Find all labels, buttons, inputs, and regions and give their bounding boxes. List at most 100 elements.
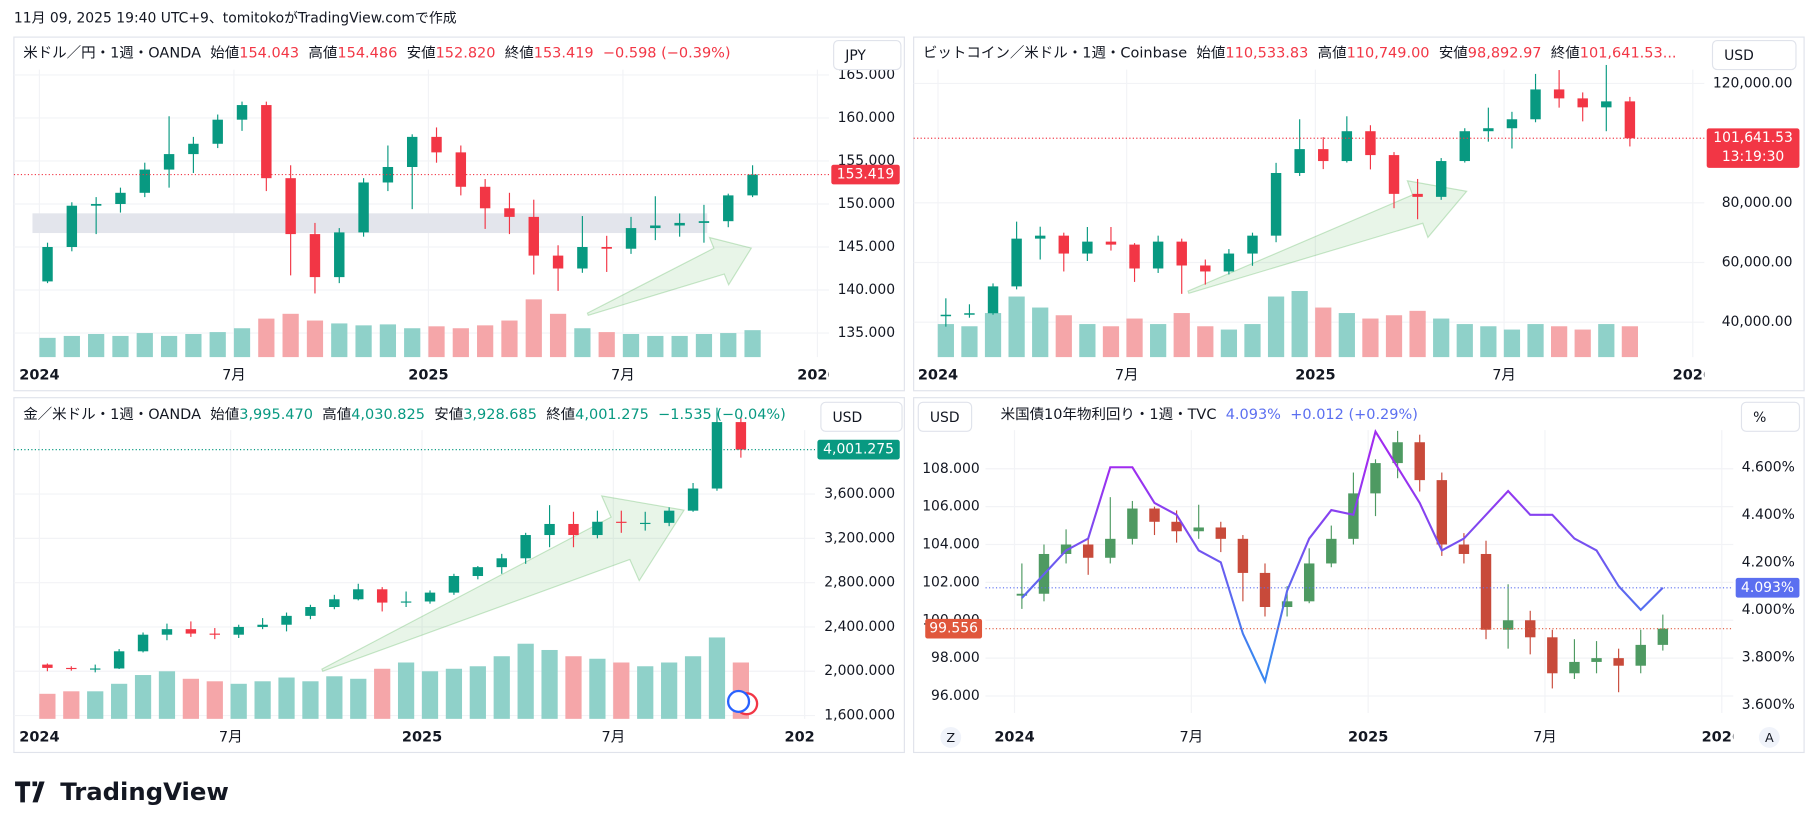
candle-body <box>1506 119 1518 129</box>
candle-body <box>1370 463 1381 494</box>
candle-body <box>233 626 244 635</box>
volume-bar <box>647 335 664 358</box>
candle-body <box>940 314 952 317</box>
flag-icon <box>726 689 751 714</box>
candle-body <box>640 522 651 525</box>
candle-body <box>504 208 515 217</box>
candle-body <box>455 152 467 187</box>
logo-text[interactable]: TradingView <box>60 777 229 806</box>
y2-tick-label: 4.600% <box>1742 459 1795 475</box>
candle-body <box>115 192 126 204</box>
legend-item: 始値 <box>210 44 239 61</box>
y-tick-label: 40,000.00 <box>1722 314 1793 330</box>
candle-body <box>1060 544 1072 554</box>
volume-bar <box>1102 326 1120 358</box>
candle-body <box>1082 241 1093 254</box>
y-tick-label: 60,000.00 <box>1722 255 1793 271</box>
legend-item: 金／米ドル・1週・OANDA <box>23 406 201 423</box>
candle-body <box>616 521 627 523</box>
legend-item: 安値 <box>1439 44 1468 61</box>
candle-body <box>161 629 173 635</box>
legend-item: 米国債10年物利回り・1週・TVC <box>1001 406 1217 423</box>
volume-bar <box>258 318 275 358</box>
currency-button[interactable] <box>1740 401 1801 432</box>
volume-bar <box>134 675 152 719</box>
candle-body <box>698 221 710 223</box>
volume-bar <box>1291 291 1308 358</box>
currency-button-text[interactable]: % <box>1753 410 1766 426</box>
candle-body <box>376 589 388 603</box>
volume-bar <box>355 325 372 358</box>
y-tick-label: 140.000 <box>838 282 896 298</box>
candle-body <box>236 105 248 120</box>
x-tick-label: 2026 <box>1702 729 1742 745</box>
legend-item: 4.093% <box>1226 407 1281 423</box>
volume-bar <box>589 658 606 719</box>
axis-button[interactable] <box>1758 726 1780 748</box>
candle-body <box>723 195 734 222</box>
price-tag <box>1735 577 1800 598</box>
currency-button[interactable] <box>1711 40 1797 71</box>
canvas: 11月 09, 2025 19:40 UTC+9、tomitokoがTradin… <box>13 11 1805 806</box>
volume-bar <box>182 678 199 719</box>
legend-item: +0.012 (+0.29%) <box>1290 407 1418 423</box>
volume-bar <box>637 666 654 719</box>
volume-bar <box>445 668 463 719</box>
volume-bar <box>477 325 494 358</box>
volume-bar <box>452 328 469 358</box>
legend-item: −1.535 (−0.04%) <box>658 407 786 423</box>
y-tick-label: 1,600.000 <box>824 708 895 724</box>
candle-body <box>188 143 199 155</box>
x-tick-label: 7月 <box>611 368 635 384</box>
x-tick-label: 7月 <box>219 729 243 745</box>
candle-body <box>305 607 316 616</box>
legend-item: 4,001.275 <box>575 407 649 423</box>
currency-button-text[interactable]: USD <box>1724 48 1754 64</box>
candle-body <box>592 521 603 536</box>
volume-bar <box>374 668 391 719</box>
volume-bar <box>549 313 567 358</box>
candle-body <box>1591 658 1602 662</box>
y-tick-label: 150.000 <box>838 196 896 212</box>
countdown: 13:19:30 <box>1722 149 1784 165</box>
currency-button[interactable] <box>917 401 973 432</box>
volume-bar <box>428 326 445 358</box>
candle-body <box>1341 131 1353 162</box>
volume-bar <box>708 637 726 719</box>
currency-button[interactable] <box>833 40 902 71</box>
axis-button[interactable] <box>940 726 962 748</box>
legend-item: 3,995.470 <box>239 407 313 423</box>
candle-body <box>1259 572 1271 608</box>
candle-body <box>1388 155 1400 194</box>
candle-body <box>1034 235 1046 239</box>
currency-button-text[interactable]: USD <box>930 410 960 426</box>
candle-body <box>1171 521 1182 532</box>
volume-bar <box>1267 296 1285 358</box>
x-tick-label: 2025 <box>408 368 448 384</box>
x-tick-label: 7月 <box>1115 368 1139 384</box>
x-tick-label: 2025 <box>1348 729 1388 745</box>
x-tick-label: 2026 <box>784 729 824 745</box>
y-tick-label: 165.000 <box>838 67 896 83</box>
y-tick-label: 145.000 <box>838 239 896 255</box>
currency-button[interactable] <box>820 401 903 432</box>
currency-button-text[interactable]: USD <box>832 410 862 426</box>
candle-body <box>113 651 125 669</box>
volume-bar <box>404 328 421 358</box>
currency-button-text[interactable]: JPY <box>844 48 866 64</box>
candle-body <box>1365 131 1376 156</box>
axis-button-text[interactable]: Z <box>946 731 955 746</box>
x-tick-label: 2026 <box>797 368 837 384</box>
candle-body <box>711 422 723 489</box>
legend-item: 終値 <box>1551 44 1580 61</box>
axis-button-text[interactable]: A <box>1765 731 1774 746</box>
x-tick-label: 2024 <box>994 729 1034 745</box>
candle-body <box>42 664 53 668</box>
legend-item: 終値 <box>505 44 534 61</box>
volume-bar <box>136 333 153 358</box>
x-tick-label: 2025 <box>1295 368 1335 384</box>
y-tick-label: 80,000.00 <box>1722 195 1793 211</box>
candle-body <box>472 567 484 577</box>
candle-body <box>1601 101 1612 108</box>
volume-bar <box>278 677 295 719</box>
